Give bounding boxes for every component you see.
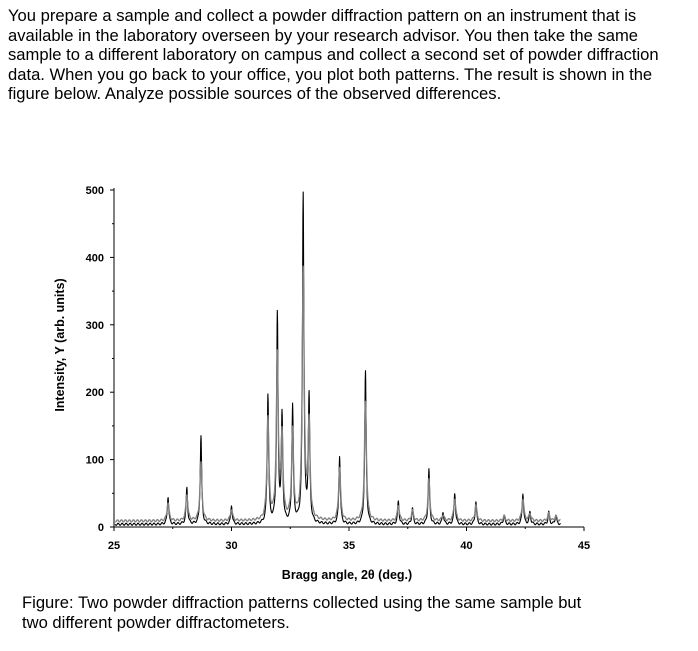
series-line-2 xyxy=(114,265,561,523)
y-tick-label: 200 xyxy=(86,387,104,399)
x-tick-label: 25 xyxy=(108,540,120,552)
figure-caption: Figure: Two powder diffraction patterns … xyxy=(22,593,582,632)
y-axis: 0 100 200 300 400 500 xyxy=(86,185,115,534)
problem-statement: You prepare a sample and collect a powde… xyxy=(8,6,659,104)
x-tick-label: 45 xyxy=(578,540,590,552)
series-line-1 xyxy=(114,191,561,526)
y-tick-label: 400 xyxy=(86,252,104,264)
x-tick-label: 40 xyxy=(460,540,472,552)
x-tick-label: 35 xyxy=(343,540,355,552)
x-axis: 25 30 35 40 45 xyxy=(108,526,590,552)
y-tick-label: 500 xyxy=(86,185,104,197)
diffraction-chart: 0 100 200 300 400 500 25 30 35 40 45 Intensity, Y… xyxy=(53,185,590,582)
x-tick-label: 30 xyxy=(225,540,237,552)
x-axis-title: Bragg angle, 2θ (deg.) xyxy=(282,568,412,582)
y-tick-label: 0 xyxy=(98,522,104,534)
y-axis-title: Intensity, Y (arb. units) xyxy=(53,278,67,411)
y-tick-label: 100 xyxy=(86,455,104,467)
plot-area xyxy=(114,191,561,526)
y-tick-label: 300 xyxy=(86,320,104,332)
